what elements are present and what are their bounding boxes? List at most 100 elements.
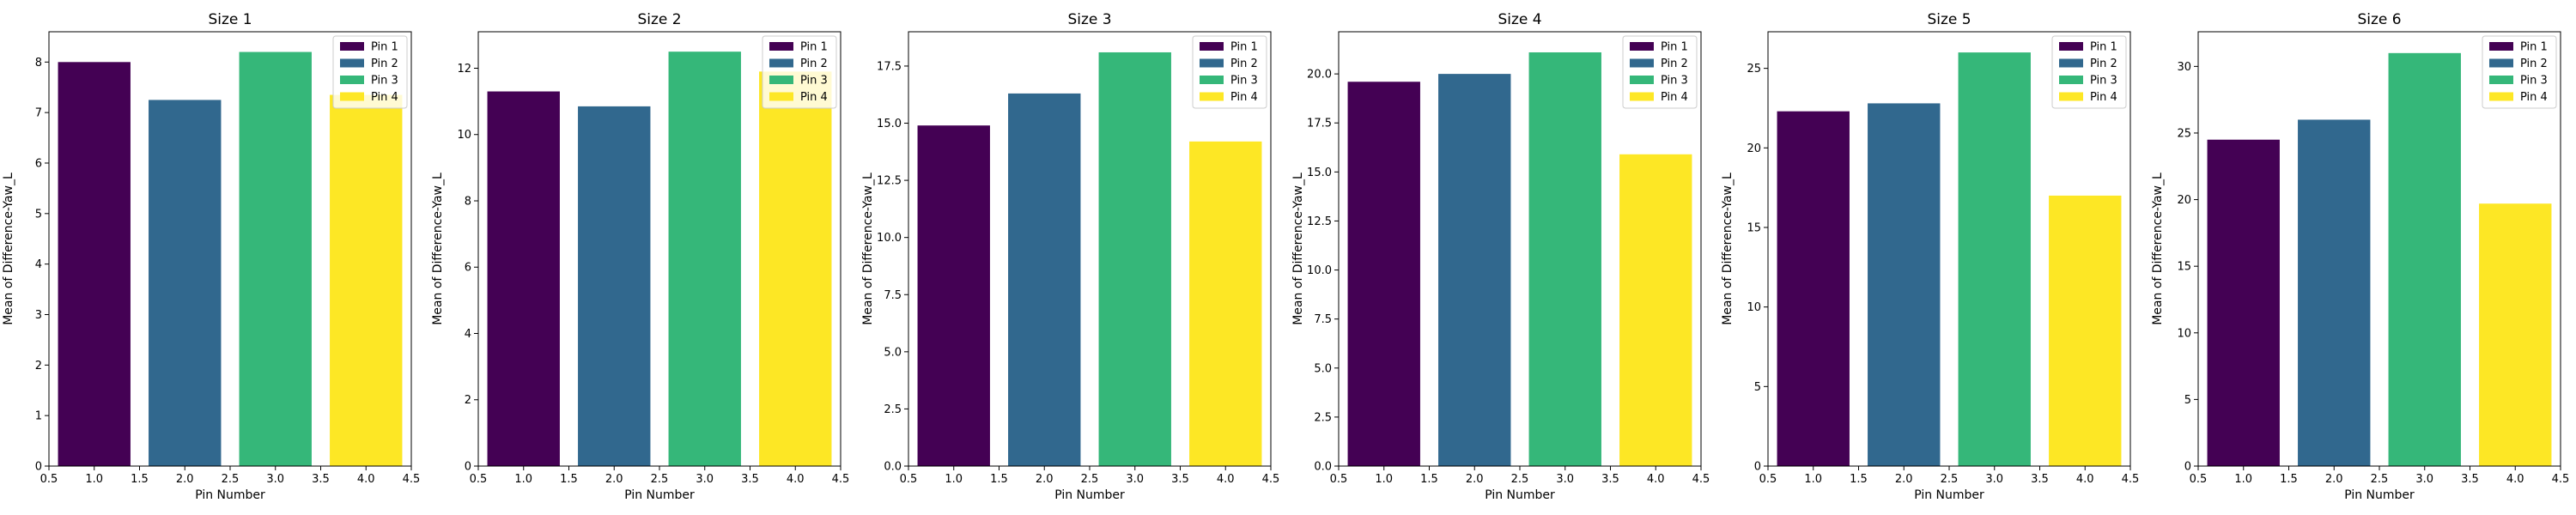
x-tick-label: 2.5 bbox=[1511, 473, 1529, 486]
x-tick-label: 1.0 bbox=[1804, 473, 1822, 486]
legend-swatch bbox=[1200, 58, 1224, 68]
x-tick-label: 4.5 bbox=[2552, 473, 2570, 486]
legend: Pin 1 Pin 2 Pin 3 Pin 4 bbox=[1192, 35, 1267, 109]
bar-pin-1 bbox=[58, 62, 131, 467]
legend-swatch bbox=[2489, 76, 2513, 84]
bar-pin-2 bbox=[578, 106, 651, 467]
x-tick-label: 3.0 bbox=[1126, 473, 1144, 486]
bar-pin-1 bbox=[2207, 139, 2280, 466]
legend-label: Pin 2 bbox=[800, 58, 828, 70]
x-tick-label: 3.5 bbox=[741, 473, 759, 486]
x-axis-label: Pin Number bbox=[624, 488, 695, 502]
legend-label: Pin 2 bbox=[2520, 58, 2548, 70]
y-tick-label: 5 bbox=[2184, 394, 2191, 407]
x-tick-label: 3.0 bbox=[1556, 473, 1574, 486]
x-tick-label: 0.5 bbox=[1330, 473, 1348, 486]
x-tick-label: 0.5 bbox=[1759, 473, 1777, 486]
y-tick-label: 3 bbox=[35, 309, 42, 322]
bar-pin-2 bbox=[149, 100, 222, 466]
bar-pin-4 bbox=[2049, 195, 2122, 466]
y-tick-label: 2.5 bbox=[884, 403, 902, 416]
legend-swatch bbox=[2489, 92, 2513, 101]
y-tick-label: 0 bbox=[1754, 461, 1761, 474]
legend-swatch bbox=[2059, 76, 2083, 84]
y-tick-label: 10 bbox=[1747, 301, 1761, 314]
y-tick-label: 10.0 bbox=[1307, 264, 1332, 277]
legend-swatch bbox=[1630, 58, 1654, 68]
x-tick-label: 3.5 bbox=[2461, 473, 2479, 486]
y-tick-label: 2 bbox=[35, 360, 42, 373]
bar-pin-2 bbox=[1868, 103, 1941, 467]
subplot-6: Size 6 0.5 1.0 1.5 2.0 2.5 3.0 3.5 4.0 4.5 0 5 10 15 2… bbox=[2151, 11, 2569, 502]
bar-pin-3 bbox=[2388, 52, 2461, 467]
legend-box bbox=[1192, 35, 1267, 109]
y-tick-label: 6 bbox=[465, 262, 471, 275]
y-tick-label: 5 bbox=[35, 208, 42, 221]
bar-pin-4 bbox=[330, 94, 403, 466]
x-tick-label: 3.5 bbox=[2031, 473, 2049, 486]
y-axis-label: Mean of Difference-Yaw_L bbox=[2151, 173, 2165, 325]
legend-label: Pin 4 bbox=[371, 91, 398, 104]
legend-label: Pin 4 bbox=[1230, 91, 1258, 104]
legend: Pin 1 Pin 2 Pin 3 Pin 4 bbox=[762, 35, 837, 109]
legend-swatch bbox=[340, 92, 364, 101]
y-axis-label: Mean of Difference-Yaw_L bbox=[1721, 173, 1735, 325]
x-tick-label: 3.5 bbox=[312, 473, 330, 486]
legend-label: Pin 3 bbox=[1661, 75, 1688, 88]
chart-title: Size 3 bbox=[1067, 11, 1111, 28]
y-axis-label: Mean of Difference-Yaw_L bbox=[431, 173, 445, 325]
legend-swatch bbox=[340, 42, 364, 51]
x-axis-label: Pin Number bbox=[1914, 488, 1984, 502]
y-tick-label: 12 bbox=[457, 63, 471, 76]
y-tick-label: 7.5 bbox=[884, 289, 902, 302]
legend-label: Pin 1 bbox=[800, 41, 828, 54]
x-tick-label: 2.5 bbox=[651, 473, 669, 486]
x-tick-label: 1.0 bbox=[1375, 473, 1393, 486]
legend-box bbox=[2051, 35, 2127, 109]
x-tick-label: 2.5 bbox=[2371, 473, 2389, 486]
x-tick-label: 1.0 bbox=[945, 473, 963, 486]
x-tick-label: 0.5 bbox=[40, 473, 58, 486]
y-tick-label: 5 bbox=[1754, 381, 1761, 394]
x-tick-label: 2.0 bbox=[176, 473, 194, 486]
y-tick-label: 7 bbox=[35, 107, 42, 120]
legend-label: Pin 3 bbox=[371, 75, 398, 88]
subplot-2: Size 2 0.5 1.0 1.5 2.0 2.5 3.0 3.5 4.0 4.5 0 2 4 6 8 10… bbox=[431, 11, 849, 502]
x-tick-label: 4.0 bbox=[1647, 473, 1665, 486]
y-tick-label: 8 bbox=[35, 57, 42, 70]
x-tick-label: 2.0 bbox=[605, 473, 623, 486]
y-tick-label: 5.0 bbox=[1314, 362, 1332, 375]
x-tick-label: 4.5 bbox=[403, 473, 421, 486]
y-tick-label: 15.0 bbox=[1307, 167, 1332, 179]
y-tick-label: 15 bbox=[1747, 221, 1761, 234]
legend-swatch bbox=[1630, 42, 1654, 51]
x-tick-label: 2.0 bbox=[1895, 473, 1913, 486]
bar-pin-4 bbox=[1189, 141, 1262, 466]
x-tick-label: 4.5 bbox=[832, 473, 850, 486]
subplot-1: Size 1 0.5 1.0 1.5 2.0 2.5 3.0 3.5 4.0 4.5 0 1 2 3 4 5 6… bbox=[2, 11, 420, 502]
legend-label: Pin 3 bbox=[800, 75, 828, 88]
y-axis-label: Mean of Difference-Yaw_L bbox=[861, 173, 875, 325]
bar-pin-3 bbox=[1958, 52, 2031, 466]
y-tick-label: 20 bbox=[1747, 142, 1761, 155]
legend-label: Pin 2 bbox=[2090, 58, 2117, 70]
x-tick-label: 3.0 bbox=[2415, 473, 2433, 486]
x-tick-label: 2.0 bbox=[2325, 473, 2343, 486]
x-axis-label: Pin Number bbox=[195, 488, 265, 502]
legend-swatch bbox=[340, 58, 364, 68]
x-tick-label: 3.5 bbox=[1171, 473, 1189, 486]
y-tick-label: 12.5 bbox=[1307, 215, 1332, 228]
y-tick-label: 5.0 bbox=[884, 346, 902, 359]
x-tick-label: 2.5 bbox=[222, 473, 240, 486]
legend-swatch bbox=[769, 42, 793, 51]
bar-pin-4 bbox=[759, 71, 832, 467]
legend-swatch bbox=[1630, 76, 1654, 84]
y-tick-label: 30 bbox=[2177, 61, 2191, 74]
legend-box bbox=[762, 35, 837, 109]
x-tick-label: 4.0 bbox=[1217, 473, 1235, 486]
y-tick-label: 2 bbox=[465, 394, 471, 407]
x-tick-label: 4.0 bbox=[787, 473, 805, 486]
y-tick-label: 15 bbox=[2177, 261, 2191, 274]
chart-title: Size 2 bbox=[637, 11, 681, 28]
